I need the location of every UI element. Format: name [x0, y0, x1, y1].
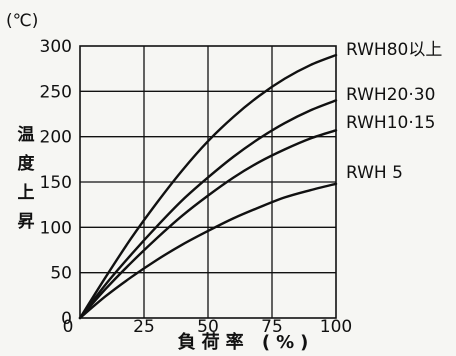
- x-tick-label-3: 75: [261, 317, 283, 337]
- y-axis-label-char-1: 度: [18, 153, 36, 174]
- x-tick-label-2: 50: [197, 317, 219, 337]
- axis-ticks: 0 50 100 150 200 250 300 0 25 50 75 100: [40, 37, 353, 337]
- x-tick-label-4: 100: [320, 317, 352, 337]
- y-unit-label: (℃): [6, 11, 38, 31]
- y-axis-label-char-2: 上: [18, 183, 35, 203]
- series-label-2: RWH10·15: [346, 113, 435, 133]
- y-tick-label-0: 0: [61, 309, 72, 329]
- series-label-0: RWH80以上: [346, 40, 442, 60]
- series-line-1: [78, 99, 338, 320]
- series-line-3: [78, 182, 338, 320]
- x-tick-label-1: 25: [133, 317, 155, 337]
- x-tick-label-0: 0: [63, 317, 74, 337]
- series-line-2: [78, 129, 338, 320]
- y-axis-label-char-0: 温: [18, 125, 35, 145]
- series-label-1: RWH20·30: [346, 85, 435, 105]
- series-lines: [78, 53, 338, 320]
- y-tick-label-1: 50: [50, 264, 72, 284]
- plot-frame: [79, 45, 337, 319]
- series-label-3: RWH 5: [346, 163, 403, 183]
- y-tick-label-3: 150: [40, 173, 72, 193]
- y-axis-label-char-3: 昇: [18, 212, 35, 232]
- y-tick-label-4: 200: [40, 128, 72, 148]
- x-axis-label: 負荷率 (%): [178, 331, 315, 353]
- y-tick-label-5: 250: [40, 82, 72, 102]
- y-tick-label-2: 100: [40, 218, 72, 238]
- y-tick-label-6: 300: [40, 37, 72, 57]
- series-line-0: [78, 53, 338, 320]
- series-labels: RWH80以上 RWH20·30 RWH10·15 RWH 5: [346, 40, 442, 183]
